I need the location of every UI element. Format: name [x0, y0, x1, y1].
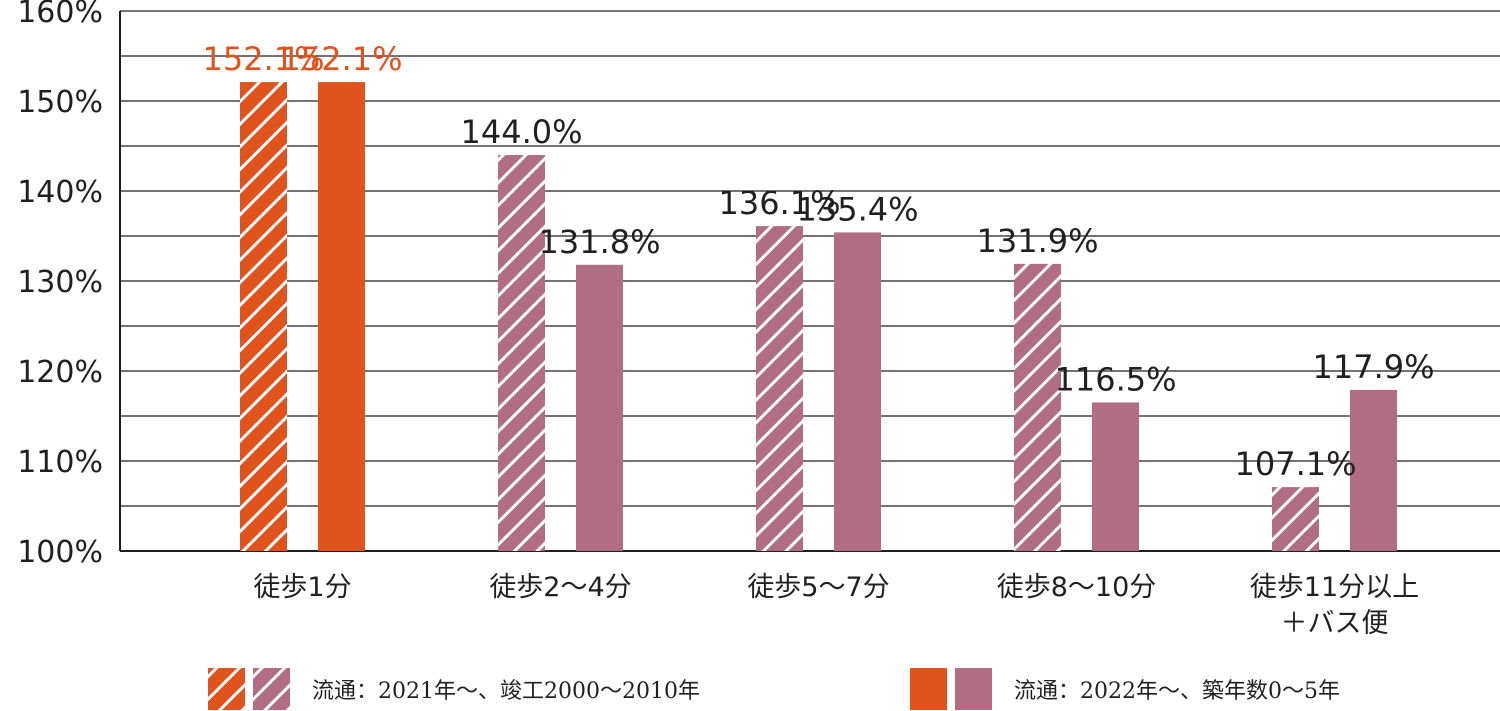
- x-category-label: 徒歩5～7分: [747, 572, 889, 603]
- legend-swatch: [208, 668, 245, 710]
- y-tick-label: 120%: [17, 355, 103, 390]
- y-tick-label: 160%: [17, 0, 103, 30]
- legend-label: 流通：2022年～、築年数0～5年: [1014, 679, 1340, 704]
- y-tick-label: 140%: [17, 175, 103, 210]
- x-category-label: ＋バス便: [1281, 608, 1389, 639]
- x-category-label: 徒歩8～10分: [997, 572, 1157, 603]
- data-label: 144.0%: [460, 113, 582, 151]
- y-tick-label: 110%: [17, 445, 103, 480]
- x-category-label: 徒歩11分以上: [1250, 572, 1419, 603]
- data-label: 131.8%: [538, 223, 660, 261]
- legend-swatch: [253, 668, 290, 710]
- bar: [1350, 389, 1397, 551]
- data-label: 135.4%: [796, 190, 918, 228]
- data-label: 107.1%: [1234, 445, 1356, 483]
- legend: 流通：2021年～、竣工2000～2010年 流通：2022年～、築年数0～5年: [208, 668, 1340, 710]
- data-label: 117.9%: [1312, 348, 1434, 386]
- y-tick-label: 150%: [17, 85, 103, 120]
- x-category-label: 徒歩1分: [253, 572, 351, 603]
- data-label: 116.5%: [1054, 361, 1176, 399]
- legend-swatch: [955, 668, 992, 710]
- y-axis-ticks: 100% 110% 120% 130% 140% 150% 160%: [17, 0, 103, 570]
- value-labels: 152.1%152.1% 144.0% 131.8% 136.1%135.4% 131.…: [202, 40, 1434, 483]
- bars: [240, 82, 1397, 551]
- legend-swatch: [910, 668, 947, 710]
- x-category-label: 徒歩2～4分: [489, 572, 631, 603]
- bar: [1014, 263, 1061, 551]
- y-tick-label: 100%: [17, 535, 103, 570]
- data-label: 152.1%: [280, 40, 402, 78]
- bar: [1272, 487, 1319, 551]
- data-label: 136.1%: [718, 184, 840, 222]
- bar: [576, 264, 623, 551]
- y-tick-label: 130%: [17, 265, 103, 300]
- legend-label: 流通：2021年～、竣工2000～2010年: [312, 679, 700, 704]
- bar: [240, 82, 287, 551]
- x-axis-categories: 徒歩1分 徒歩2～4分 徒歩5～7分 徒歩8～10分 徒歩11分以上 ＋バス便: [253, 572, 1419, 639]
- bar: [498, 155, 545, 551]
- data-label: 131.9%: [976, 222, 1098, 260]
- bar: [1092, 402, 1139, 551]
- bar: [756, 226, 803, 551]
- bar: [834, 232, 881, 551]
- bar: [318, 82, 365, 551]
- data-label: 152.1%: [202, 40, 324, 78]
